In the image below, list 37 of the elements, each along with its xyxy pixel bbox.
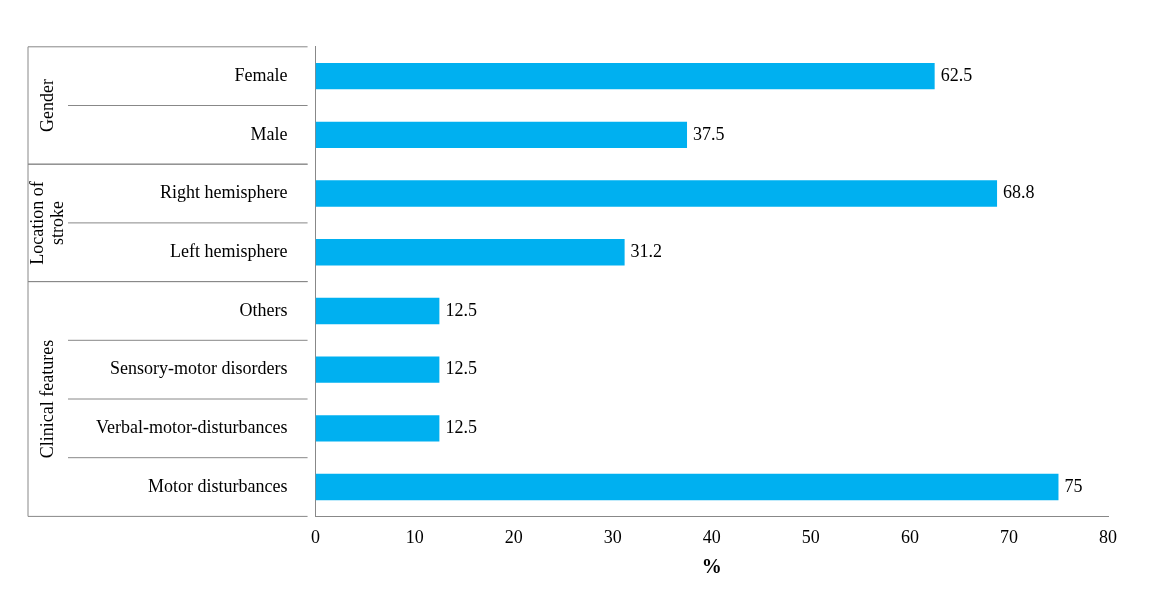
bar [315, 415, 440, 442]
data-label: 12.5 [445, 358, 477, 379]
y-tick-label: Female [234, 64, 288, 85]
bar [315, 239, 625, 266]
y-tick-label: Male [250, 123, 288, 144]
x-tick-label: 70 [999, 526, 1018, 547]
data-label: 12.5 [445, 417, 477, 438]
data-label: 37.5 [693, 123, 725, 144]
x-tick-label: 50 [801, 526, 820, 547]
data-label: 75 [1064, 475, 1083, 496]
data-label: 62.5 [940, 64, 973, 85]
data-label: 68.8 [1003, 182, 1035, 203]
y-tick-label: Motor disturbances [148, 475, 288, 496]
x-tick-label: 20 [504, 526, 523, 547]
y-tick-label: Verbal-motor-disturbances [96, 417, 288, 438]
bar [315, 297, 440, 325]
text: Location of stroke [26, 181, 67, 265]
x-tick-label: 40 [702, 526, 721, 547]
bar [315, 121, 688, 149]
x-axis-title: % [701, 555, 722, 578]
y-tick-label: Left hemisphere [170, 240, 288, 261]
x-tick-label: 0 [311, 526, 321, 547]
x-tick-label: 30 [603, 526, 622, 547]
bar [315, 356, 440, 383]
y-tick-label: Sensory-motor disorders [110, 358, 288, 379]
bar [315, 473, 1059, 501]
bar [315, 62, 935, 90]
text: Gender [36, 79, 57, 132]
text: Clinical features [36, 339, 57, 459]
y-tick-label: Others [239, 299, 288, 320]
bar [315, 180, 998, 207]
x-tick-label: 10 [405, 526, 424, 547]
x-tick-label: 80 [1099, 526, 1117, 547]
data-label: 12.5 [445, 299, 477, 320]
data-label: 31.2 [630, 240, 663, 261]
x-tick-label: 60 [900, 526, 919, 547]
y-tick-label: Right hemisphere [160, 182, 288, 203]
